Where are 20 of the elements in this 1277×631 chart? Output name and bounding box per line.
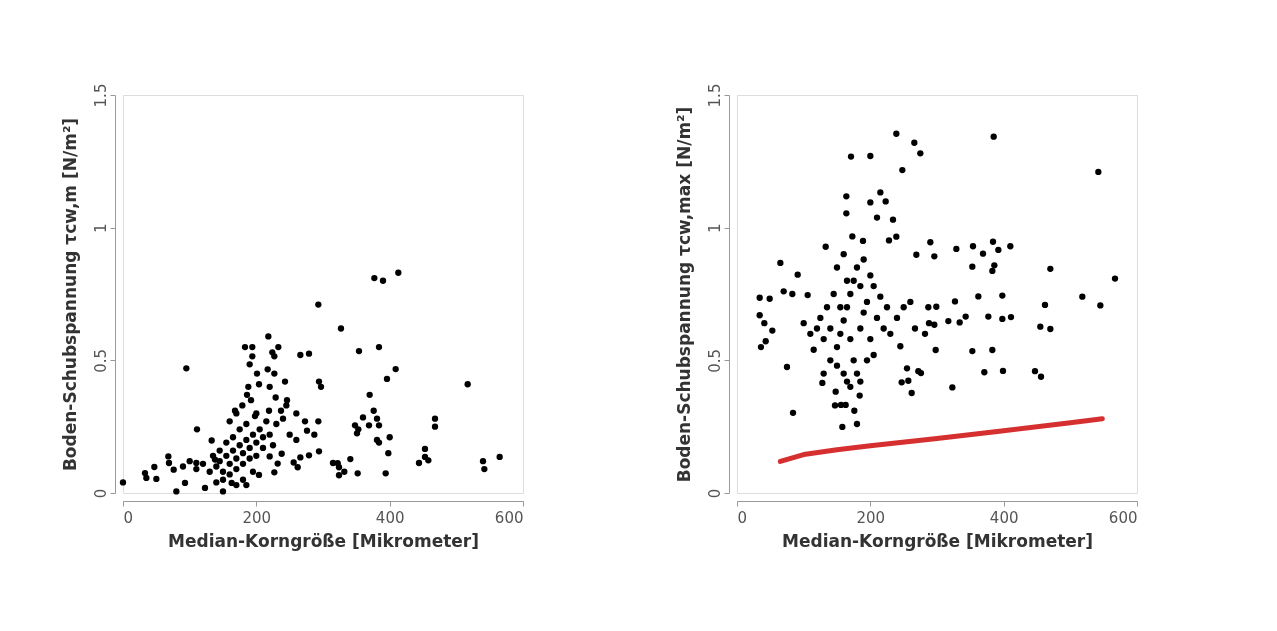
x-axis-title: Median-Korngröße [Mikrometer] (168, 530, 479, 551)
y-tick-label: 1.5 (705, 83, 724, 108)
y-tick-label: 0.5 (91, 348, 110, 373)
x-tick-label: 400 (989, 508, 1019, 527)
x-tick-label: 200 (242, 508, 272, 527)
x-axis-title: Median-Korngröße [Mikrometer] (782, 530, 1093, 551)
y-tick-label: 1 (705, 223, 724, 233)
y-tick-label: 1 (91, 223, 110, 233)
x-tick-label: 400 (375, 508, 405, 527)
y-axis-title: Boden-Schubspannung τcw,max [N/m²] (673, 106, 694, 483)
x-tick-label: 600 (494, 508, 524, 527)
x-tick-label: 200 (856, 508, 886, 527)
x-tick-label: 0 (737, 508, 748, 527)
y-tick-label: 1.5 (91, 83, 110, 108)
x-tick-label: 600 (1108, 508, 1138, 527)
y-tick-label: 0 (705, 488, 724, 499)
x-tick-label: 0 (123, 508, 134, 527)
y-axis-title: Boden-Schubspannung τcw,m [N/m²] (59, 117, 80, 472)
y-tick-label: 0.5 (705, 348, 724, 373)
y-tick-label: 0 (91, 488, 110, 499)
